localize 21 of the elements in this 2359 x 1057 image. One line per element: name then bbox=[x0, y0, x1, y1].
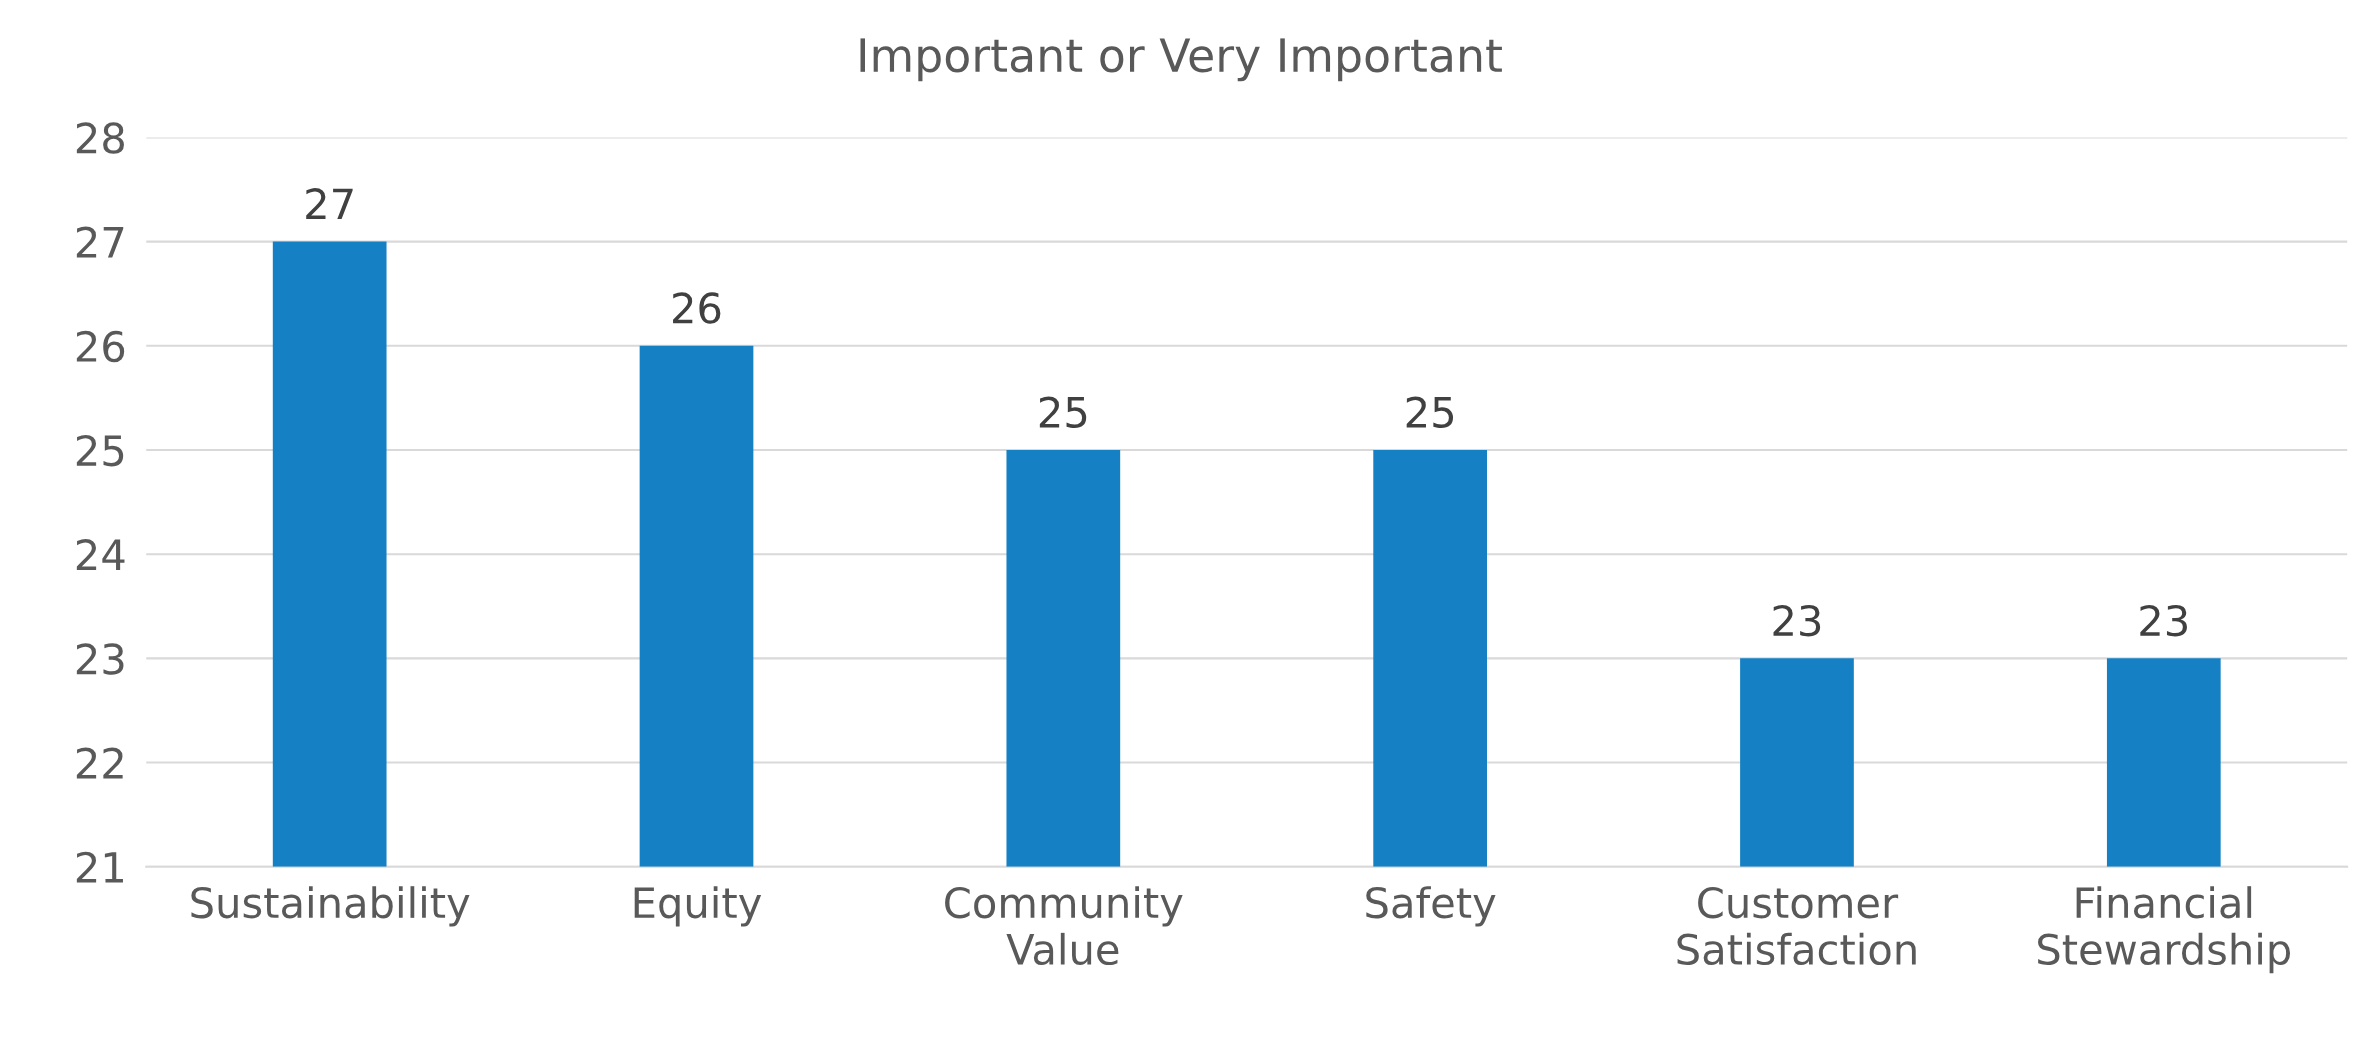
x-tick-label: Equity bbox=[634, 886, 762, 927]
y-tick-label: 21 bbox=[76, 851, 123, 883]
data-label: 27 bbox=[306, 188, 353, 220]
chart-title: Important or Very Important bbox=[860, 38, 1502, 82]
x-tick-label: Financial Stewardship bbox=[2038, 886, 2291, 974]
x-tick-label: Safety bbox=[1366, 886, 1496, 927]
y-tick-label: 27 bbox=[76, 226, 124, 258]
y-tick-label: 22 bbox=[76, 747, 123, 779]
y-tick-label: 28 bbox=[76, 122, 124, 154]
y-tick-label: 26 bbox=[76, 330, 125, 363]
x-tick-label: Sustainability bbox=[191, 886, 470, 927]
data-label: 26 bbox=[673, 292, 721, 324]
y-tick-label: 23 bbox=[76, 643, 124, 675]
data-label: 23 bbox=[2140, 604, 2187, 637]
data-label: 23 bbox=[1773, 604, 1821, 637]
x-tick-label: Customer Satisfaction bbox=[1677, 886, 1916, 966]
y-tick-label: 25 bbox=[76, 434, 124, 467]
data-label: 25 bbox=[1406, 396, 1454, 429]
y-tick-label: 24 bbox=[76, 539, 125, 570]
x-tick-label: Community Value bbox=[945, 886, 1183, 966]
data-label: 25 bbox=[1039, 396, 1087, 429]
